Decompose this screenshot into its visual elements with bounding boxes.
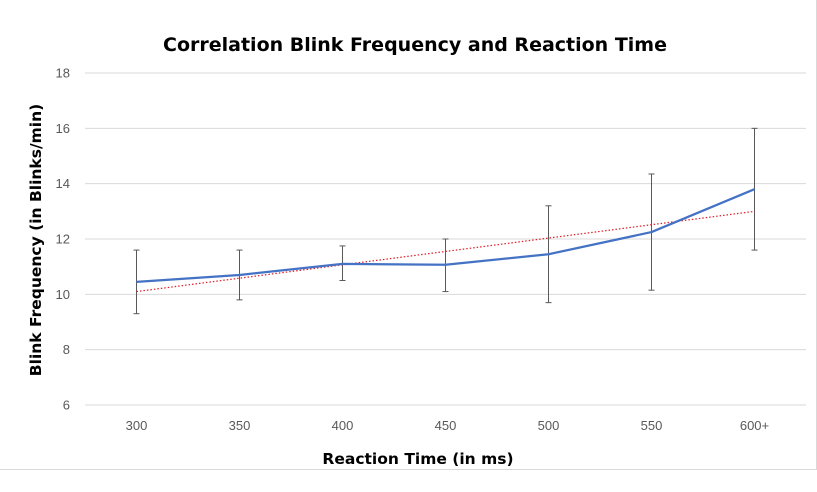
- grid-lines: [85, 72, 806, 406]
- chart-title: Correlation Blink Frequency and Reaction…: [163, 34, 667, 56]
- x-tick-label: 500: [538, 418, 560, 433]
- y-tick-label: 12: [56, 232, 70, 247]
- y-tick-label: 16: [56, 121, 70, 136]
- y-tick-label: 14: [56, 176, 70, 191]
- y-axis-title: Blink Frequency (in Blinks/min): [27, 104, 45, 376]
- y-tick-label: 18: [56, 66, 70, 81]
- x-axis-ticks: 300 350 400 450 500 550 600+: [126, 418, 770, 433]
- error-bars: [133, 127, 758, 315]
- x-tick-label: 550: [641, 418, 663, 433]
- y-tick-label: 8: [63, 342, 70, 357]
- x-tick-label: 300: [126, 418, 148, 433]
- x-tick-label: 600+: [740, 418, 769, 433]
- y-axis-ticks: 6 8 10 12 14 16 18: [56, 66, 70, 413]
- y-tick-label: 10: [56, 287, 70, 302]
- y-tick-label: 6: [63, 398, 70, 413]
- series-line: [136, 188, 755, 284]
- x-tick-label: 400: [332, 418, 354, 433]
- x-tick-label: 450: [435, 418, 457, 433]
- trend-line: [136, 210, 755, 293]
- x-tick-label: 350: [229, 418, 251, 433]
- x-axis-title: Reaction Time (in ms): [322, 450, 513, 468]
